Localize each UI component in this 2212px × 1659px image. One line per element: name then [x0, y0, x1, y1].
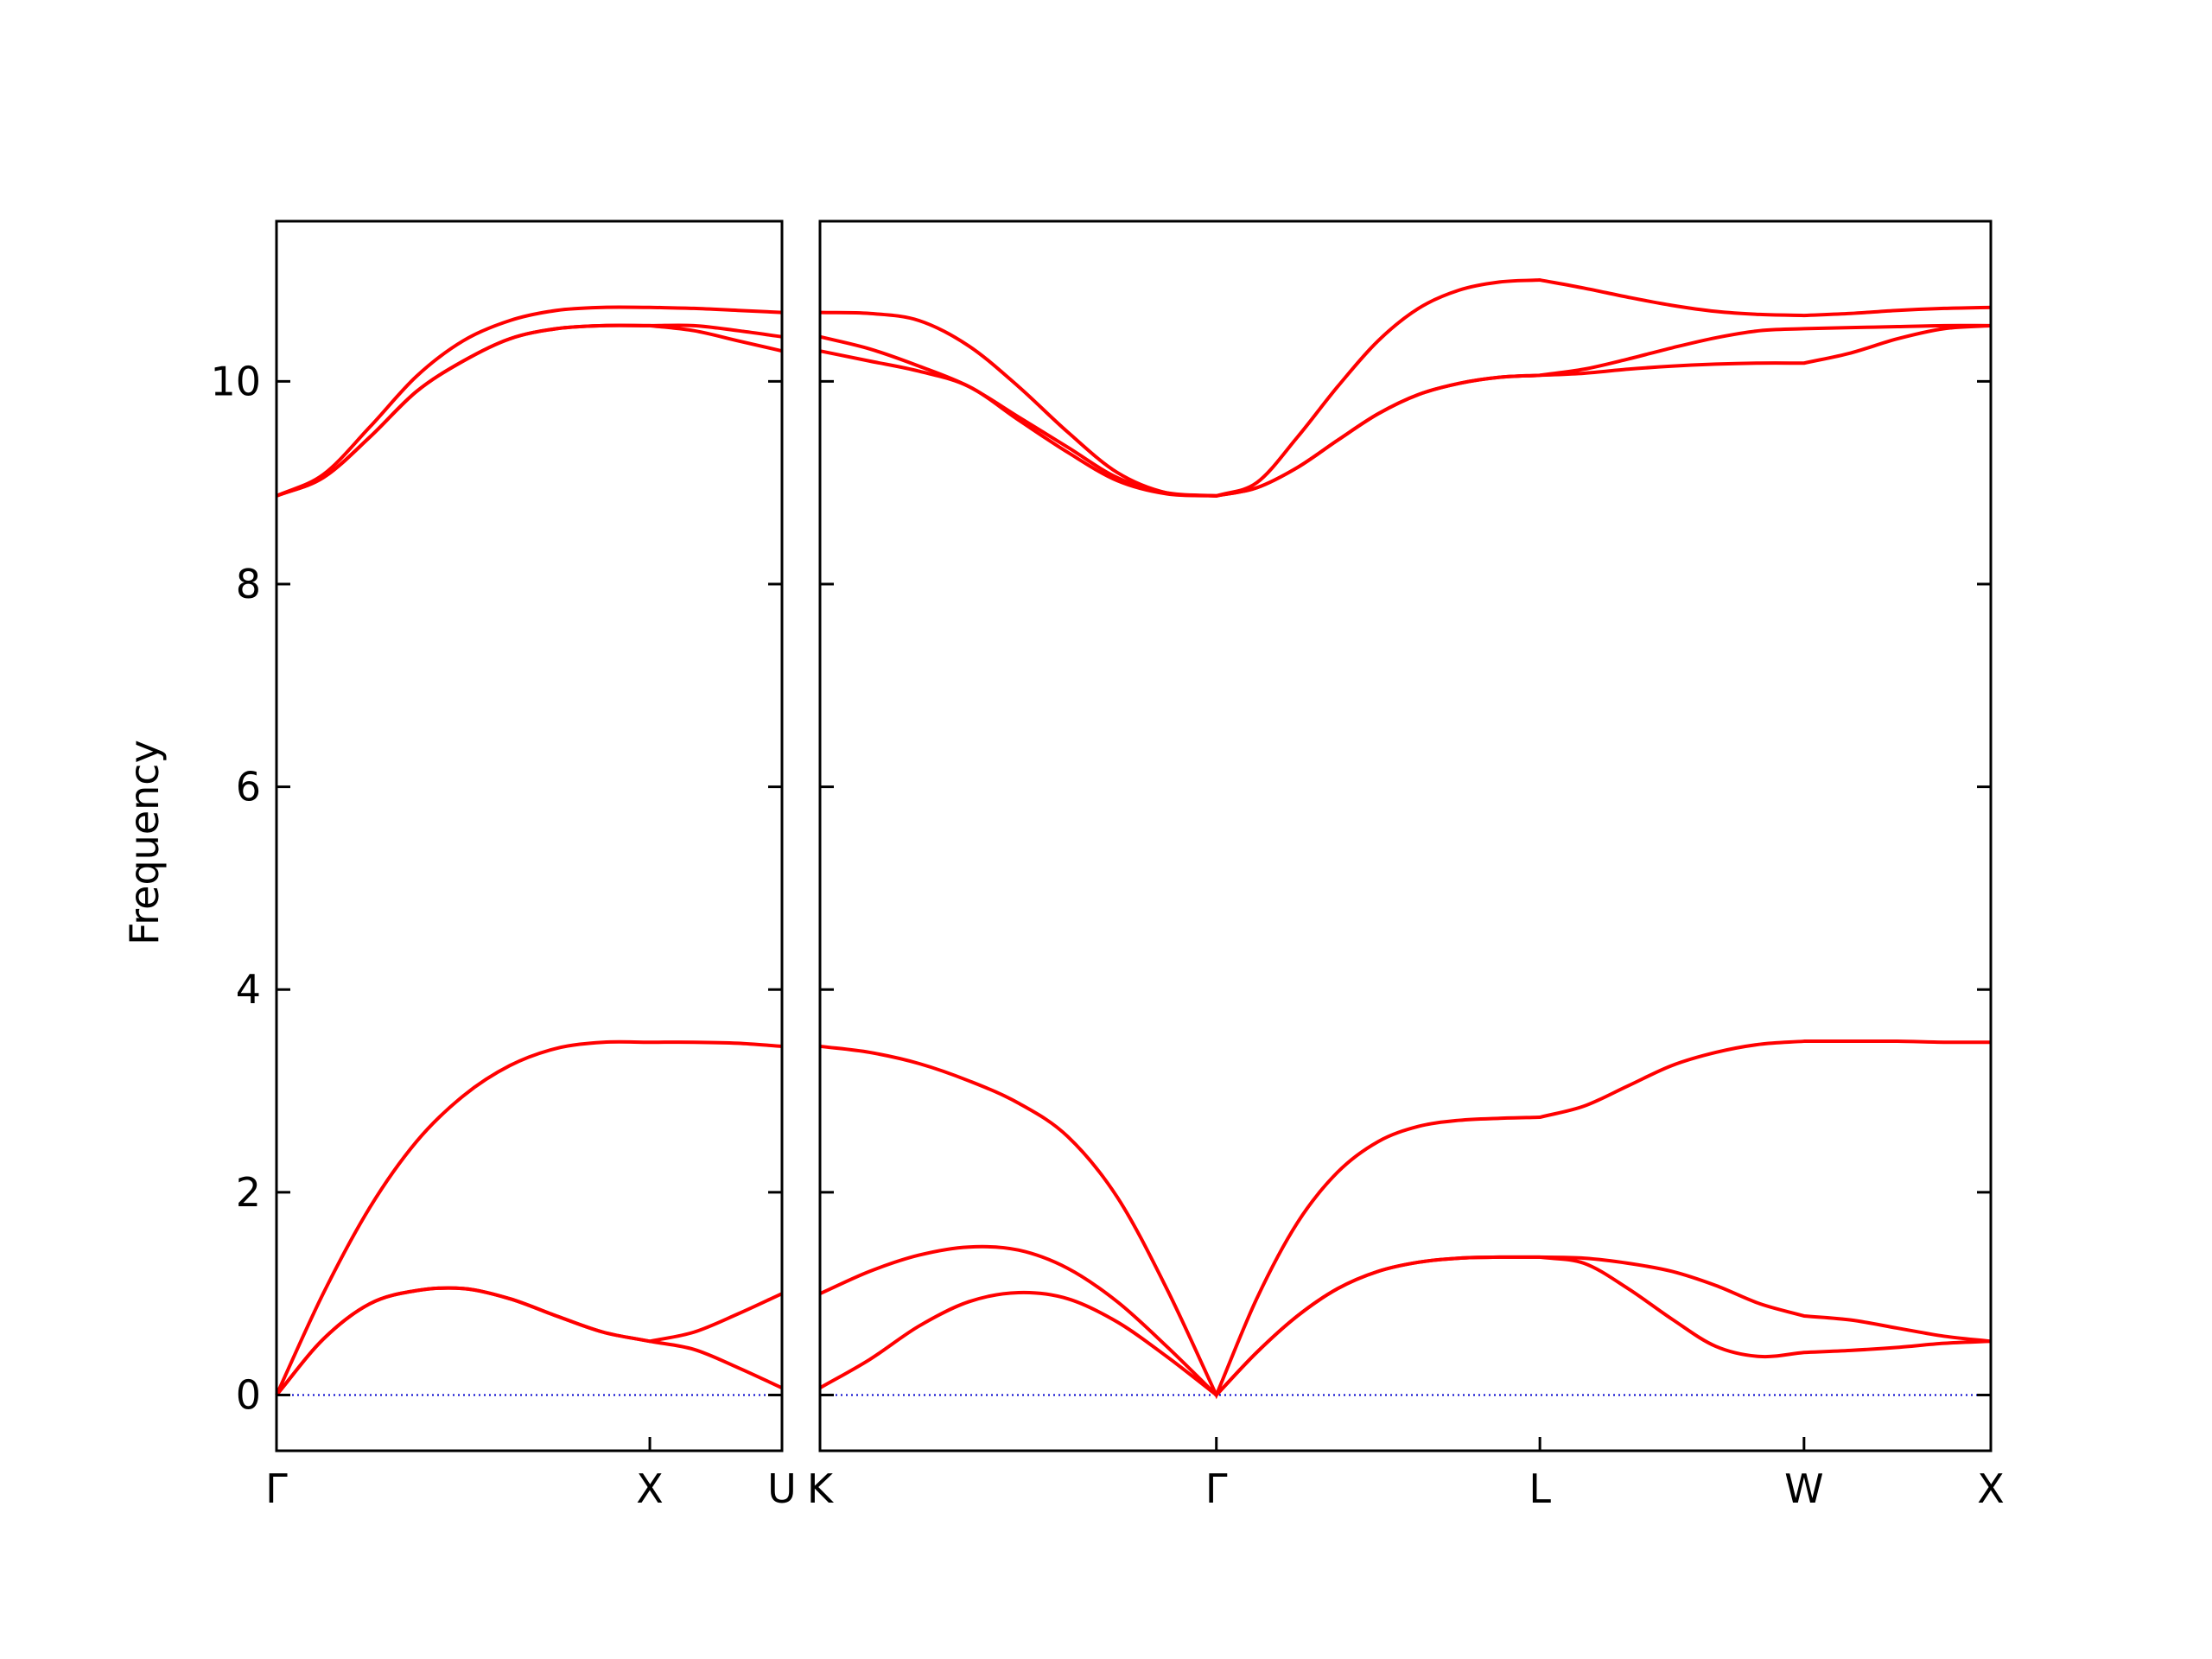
x-tick-label: K	[807, 1465, 835, 1512]
y-tick-label: 8	[236, 561, 261, 607]
band-line	[275, 1286, 783, 1396]
band-line	[819, 1039, 1992, 1400]
y-tick-label: 4	[236, 966, 261, 1013]
y-tick-label: 10	[210, 358, 261, 404]
x-tick-label: Γ	[265, 1465, 288, 1512]
band-line	[276, 323, 783, 498]
plot-frame	[275, 219, 784, 1452]
x-tick-label: Γ	[1205, 1465, 1228, 1512]
band-line	[276, 305, 783, 498]
x-tick-label: X	[1977, 1465, 2005, 1512]
x-tick-label: U	[767, 1465, 797, 1512]
y-tick-label: 0	[236, 1371, 261, 1418]
band-line	[275, 1039, 783, 1396]
x-tick-label: L	[1529, 1465, 1551, 1512]
y-axis-label: Frequency	[121, 740, 168, 945]
band-line	[819, 1255, 1992, 1398]
band-line	[819, 323, 1992, 498]
y-tick-label: 6	[236, 764, 261, 810]
y-tick-label: 2	[236, 1169, 261, 1216]
band-line	[819, 1244, 1992, 1398]
x-tick-label: W	[1784, 1465, 1823, 1512]
band-line	[276, 323, 783, 498]
x-tick-label: X	[636, 1465, 664, 1512]
band-line	[819, 278, 1992, 498]
plot-frame	[818, 219, 1993, 1452]
band-line	[819, 323, 1992, 498]
